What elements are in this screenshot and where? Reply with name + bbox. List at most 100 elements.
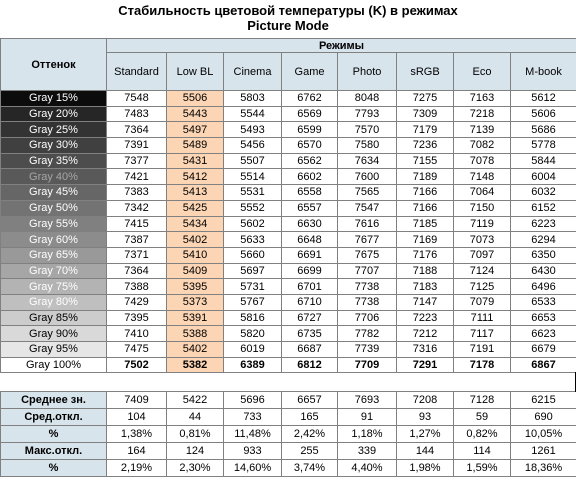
summary-value-cell: 5696 [223, 391, 282, 410]
summary-value-cell: 1,98% [396, 459, 454, 478]
summary-value-cell: 144 [396, 442, 454, 461]
gray-level-label: Gray 80% [0, 293, 107, 311]
value-cell: 7117 [453, 325, 511, 342]
summary-value-cell: 1,38% [106, 425, 167, 444]
value-cell: 6599 [281, 121, 338, 139]
value-cell: 7111 [453, 309, 511, 327]
column-group-header: Режимы [105, 38, 576, 53]
value-cell: 6812 [281, 356, 338, 374]
spacer-cell [223, 372, 282, 393]
table-row: Gray 55% 7415 5434 5602 6630 7616 7185 7119 6223 [0, 215, 576, 233]
summary-value-cell: 339 [337, 442, 397, 461]
value-cell: 5767 [223, 293, 282, 311]
summary-value-cell: 4,40% [337, 459, 397, 478]
summary-value-cell: 104 [106, 408, 167, 427]
value-cell: 7342 [106, 199, 167, 217]
value-cell: 7073 [453, 231, 511, 248]
value-cell: 6691 [281, 246, 338, 264]
value-cell: 5402 [166, 341, 224, 358]
value-cell: 7547 [337, 199, 397, 217]
summary-label: Сред.откл. [0, 408, 107, 427]
value-cell: 7309 [396, 105, 454, 123]
summary-row: Среднее зн. 7409 5422 5696 6657 7693 7208 7128 6… [0, 391, 576, 410]
value-cell: 7218 [453, 105, 511, 123]
value-cell: 7738 [337, 278, 397, 295]
gray-level-label: Gray 40% [0, 168, 107, 186]
value-cell: 6727 [281, 309, 338, 327]
value-cell: 7188 [396, 262, 454, 280]
value-cell: 6653 [509, 309, 576, 327]
value-cell: 7475 [106, 341, 167, 358]
value-cell: 7176 [396, 246, 454, 264]
table-row: Gray 30% 7391 5489 5456 6570 7580 7236 7082 5778 [0, 137, 576, 154]
summary-value-cell: 91 [337, 408, 397, 427]
value-cell: 6389 [223, 356, 282, 374]
value-cell: 6570 [281, 137, 338, 154]
value-cell: 7291 [396, 356, 454, 374]
summary-label: % [0, 425, 107, 444]
value-cell: 5493 [223, 121, 282, 139]
table-row: Gray 65% 7371 5410 5660 6691 7675 7176 7097 6350 [0, 246, 576, 264]
table-title: Стабильность цветовой температуры (K) в … [0, 0, 576, 38]
summary-value-cell: 0,82% [453, 425, 511, 444]
table-row: Gray 45% 7383 5413 5531 6558 7565 7166 7064 6032 [0, 184, 576, 201]
summary-value-cell: 2,42% [281, 425, 338, 444]
value-cell: 5820 [223, 325, 282, 342]
value-cell: 7139 [453, 121, 511, 139]
gray-level-label: Gray 45% [0, 184, 107, 201]
value-cell: 5456 [223, 137, 282, 154]
value-cell: 6004 [509, 168, 576, 186]
value-cell: 7738 [337, 293, 397, 311]
gray-level-label: Gray 100% [0, 356, 107, 374]
mode-header-photo: Photo [337, 52, 397, 91]
value-cell: 5544 [223, 105, 282, 123]
summary-value-cell: 124 [166, 442, 224, 461]
summary-value-cell: 18,36% [509, 459, 576, 478]
summary-value-cell: 164 [106, 442, 167, 461]
value-cell: 6710 [281, 293, 338, 311]
value-cell: 6648 [281, 231, 338, 248]
value-cell: 6602 [281, 168, 338, 186]
value-cell: 7395 [106, 309, 167, 327]
value-cell: 7388 [106, 278, 167, 295]
value-cell: 5413 [166, 184, 224, 201]
value-cell: 7125 [453, 278, 511, 295]
gray-level-label: Gray 85% [0, 309, 107, 327]
data-table: Оттенок Режимы Standard Low BL Cinema Game P… [0, 38, 576, 478]
value-cell: 5731 [223, 278, 282, 295]
summary-value-cell: 10,05% [509, 425, 576, 444]
value-cell: 7415 [106, 215, 167, 233]
value-cell: 7148 [453, 168, 511, 186]
value-cell: 6019 [223, 341, 282, 358]
value-cell: 6557 [281, 199, 338, 217]
summary-value-cell: 7128 [453, 391, 511, 410]
gray-level-label: Gray 20% [0, 105, 107, 123]
value-cell: 6687 [281, 341, 338, 358]
value-cell: 7189 [396, 168, 454, 186]
value-cell: 7150 [453, 199, 511, 217]
value-cell: 7119 [453, 215, 511, 233]
value-cell: 7706 [337, 309, 397, 327]
value-cell: 7169 [396, 231, 454, 248]
summary-value-cell: 114 [453, 442, 511, 461]
value-cell: 5602 [223, 215, 282, 233]
value-cell: 7677 [337, 231, 397, 248]
title-line-1: Стабильность цветовой температуры (K) в … [118, 3, 458, 18]
table-row: Gray 60% 7387 5402 5633 6648 7677 7169 7073 6294 [0, 231, 576, 248]
table-row: Gray 95% 7475 5402 6019 6687 7739 7316 7191 6679 [0, 341, 576, 358]
value-cell: 6430 [509, 262, 576, 280]
value-cell: 5382 [166, 356, 224, 374]
mode-header-game: Game [281, 52, 338, 91]
mode-header-cinema: Cinema [223, 52, 282, 91]
spacer-cell [281, 372, 338, 393]
summary-value-cell: 690 [509, 408, 576, 427]
value-cell: 6679 [509, 341, 576, 358]
value-cell: 5507 [223, 152, 282, 170]
value-cell: 5633 [223, 231, 282, 248]
value-cell: 7079 [453, 293, 511, 311]
value-cell: 5434 [166, 215, 224, 233]
value-cell: 6701 [281, 278, 338, 295]
spacer-cell [166, 372, 224, 393]
value-cell: 5395 [166, 278, 224, 295]
value-cell: 5412 [166, 168, 224, 186]
